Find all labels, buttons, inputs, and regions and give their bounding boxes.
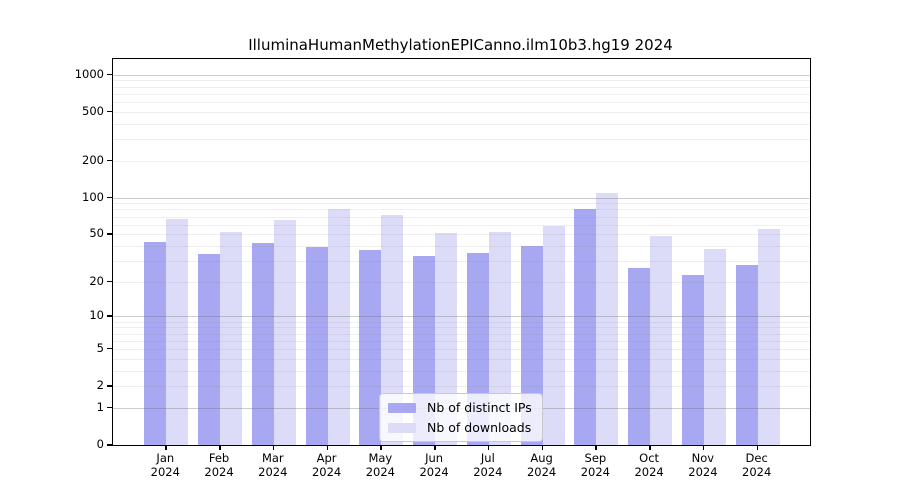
- bar-downloads-jul-2024: [488, 232, 511, 445]
- x-tick-label-oct-2024: Oct 2024: [634, 451, 664, 479]
- y-tick-label-10: 10: [89, 308, 104, 323]
- bar-distinct-ips-feb-2024: [198, 254, 221, 445]
- y-tick-mark-100: [107, 196, 112, 199]
- x-tick-mark-feb-2024: [219, 446, 221, 450]
- y-tick-label-20: 20: [89, 273, 104, 288]
- x-tick-mark-jul-2024: [487, 446, 490, 450]
- bar-distinct-ips-sep-2024: [574, 209, 597, 445]
- x-tick-mark-aug-2024: [541, 446, 544, 450]
- bar-distinct-ips-dec-2024: [735, 264, 758, 445]
- y-tick-mark-50: [107, 233, 112, 235]
- y-tick-label-1000: 1000: [74, 66, 104, 81]
- bar-distinct-ips-nov-2024: [681, 274, 704, 445]
- y-tick-mark-1000: [107, 73, 112, 76]
- bar-downloads-jun-2024: [435, 233, 458, 445]
- bar-downloads-dec-2024: [757, 229, 780, 445]
- bar-downloads-oct-2024: [650, 236, 673, 445]
- y-tick-mark-2: [107, 385, 112, 387]
- x-tick-label-jul-2024: Jul 2024: [473, 451, 503, 479]
- x-tick-mark-jan-2024: [165, 446, 167, 450]
- legend-item-downloads: Nb of downloads: [388, 420, 532, 435]
- y-tick-label-50: 50: [89, 226, 104, 241]
- bar-distinct-ips-mar-2024: [251, 243, 274, 445]
- x-tick-label-jan-2024: Jan 2024: [150, 451, 180, 479]
- legend: Nb of distinct IPs Nb of downloads: [379, 393, 543, 442]
- x-tick-label-nov-2024: Nov 2024: [688, 451, 718, 479]
- bar-downloads-jan-2024: [166, 218, 189, 445]
- bar-downloads-apr-2024: [327, 208, 350, 445]
- legend-item-distinct-ips: Nb of distinct IPs: [388, 400, 532, 415]
- y-tick-label-5: 5: [96, 340, 104, 355]
- y-tick-mark-5: [107, 347, 112, 350]
- x-tick-mark-sep-2024: [595, 446, 597, 450]
- x-tick-label-jun-2024: Jun 2024: [419, 451, 449, 479]
- bar-downloads-sep-2024: [596, 192, 619, 445]
- x-tick-mark-apr-2024: [326, 446, 329, 450]
- y-tick-mark-500: [107, 110, 112, 113]
- x-tick-mark-dec-2024: [756, 446, 759, 450]
- x-tick-mark-mar-2024: [272, 446, 275, 450]
- y-tick-mark-1: [107, 406, 112, 409]
- y-tick-mark-20: [107, 280, 112, 283]
- bar-distinct-ips-may-2024: [359, 250, 382, 445]
- plot-area: Nb of distinct IPs Nb of downloads: [112, 58, 811, 446]
- x-tick-label-sep-2024: Sep 2024: [580, 451, 611, 479]
- y-tick-label-500: 500: [82, 103, 104, 118]
- bar-distinct-ips-jan-2024: [144, 242, 167, 445]
- bar-downloads-may-2024: [381, 215, 404, 445]
- bar-distinct-ips-oct-2024: [628, 268, 651, 445]
- bar-downloads-mar-2024: [273, 219, 296, 445]
- y-tick-label-1: 1: [96, 399, 104, 414]
- legend-swatch-downloads: [388, 422, 416, 433]
- bar-distinct-ips-apr-2024: [305, 247, 328, 445]
- bars-layer: [113, 59, 810, 445]
- y-tick-mark-10: [107, 315, 112, 317]
- x-tick-label-dec-2024: Dec 2024: [742, 451, 772, 479]
- bar-downloads-nov-2024: [703, 248, 726, 445]
- x-tick-mark-may-2024: [380, 446, 382, 450]
- x-tick-label-mar-2024: Mar 2024: [258, 451, 288, 479]
- y-tick-label-100: 100: [82, 189, 104, 204]
- legend-label-downloads: Nb of downloads: [427, 420, 532, 435]
- x-tick-mark-jun-2024: [434, 446, 436, 450]
- legend-label-distinct-ips: Nb of distinct IPs: [427, 400, 532, 415]
- chart-title: IlluminaHumanMethylationEPICanno.ilm10b3…: [248, 36, 673, 54]
- x-tick-label-aug-2024: Aug 2024: [526, 451, 557, 479]
- y-tick-label-0: 0: [96, 437, 104, 451]
- y-tick-label-2: 2: [96, 378, 104, 393]
- x-tick-label-may-2024: May 2024: [365, 451, 395, 479]
- legend-swatch-distinct-ips: [388, 402, 416, 413]
- x-tick-label-feb-2024: Feb 2024: [204, 451, 234, 479]
- y-tick-mark-0: [107, 444, 112, 446]
- y-tick-mark-200: [107, 159, 112, 162]
- x-tick-mark-nov-2024: [702, 446, 705, 450]
- x-tick-label-apr-2024: Apr 2024: [311, 451, 342, 479]
- y-tick-label-200: 200: [82, 152, 104, 167]
- x-tick-mark-oct-2024: [649, 446, 651, 450]
- bar-downloads-aug-2024: [542, 226, 565, 445]
- bar-downloads-feb-2024: [220, 232, 243, 445]
